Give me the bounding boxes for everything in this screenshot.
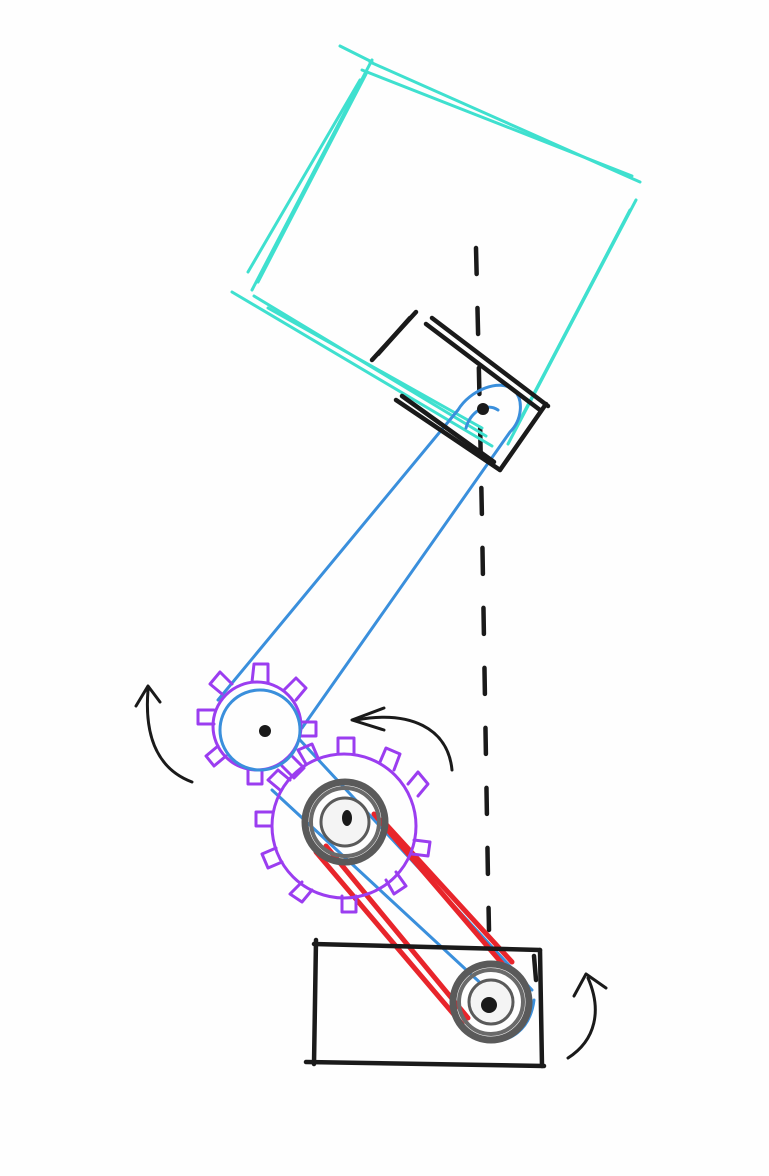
drive-pulley-hub — [342, 810, 352, 826]
base-pulley-hub — [481, 997, 497, 1013]
rotation-arrows — [134, 684, 608, 1060]
base-pulley — [449, 960, 533, 1044]
elbow-gear — [196, 662, 318, 786]
drive-belt — [313, 811, 515, 1027]
drive-gear-rotation-arrow — [350, 706, 454, 772]
vertical-reference-line — [473, 245, 492, 933]
drive-pulley — [301, 778, 389, 866]
base-rotation-arrow — [566, 972, 608, 1060]
base-block — [303, 937, 547, 1069]
drive-gear — [254, 736, 432, 914]
elbow-rotation-arrow — [134, 684, 194, 784]
elbow-pivot — [259, 725, 271, 737]
wrist-pivot — [477, 403, 489, 415]
payload-box — [230, 44, 642, 448]
wrist-bracket — [369, 309, 551, 473]
